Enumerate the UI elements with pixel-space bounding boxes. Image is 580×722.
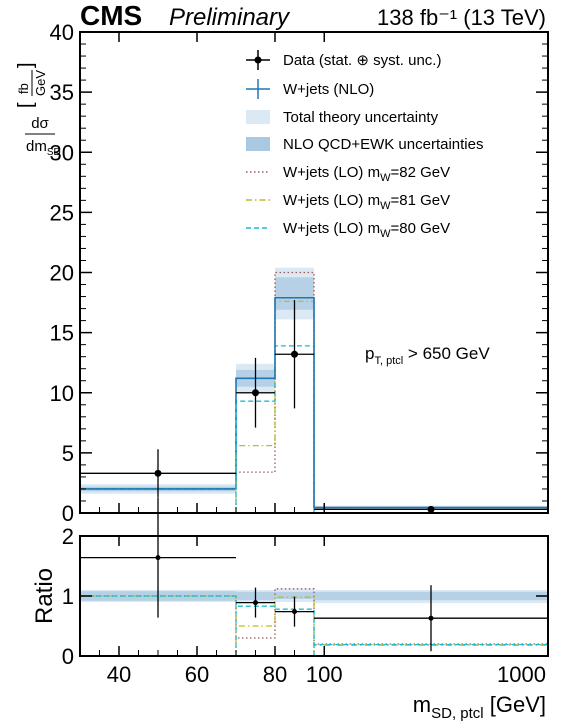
- main-ytick-label-5: 5: [62, 441, 74, 466]
- legend-label-lo82: W+jets (LO) mW=82 GeV: [283, 164, 450, 184]
- y-axis-unit: [ fb GeV ]: [15, 62, 48, 108]
- legend-label-lo80: W+jets (LO) mW=80 GeV: [283, 220, 450, 240]
- main-ytick-label-20: 20: [50, 261, 74, 286]
- legend-label-nlo: W+jets (NLO): [283, 81, 374, 98]
- main-nlo-line: [80, 296, 548, 509]
- main-data-point-3: [427, 505, 435, 513]
- main-ytick-label-25: 25: [50, 200, 74, 225]
- legend-item-total: Total theory uncertainty: [246, 109, 439, 126]
- ratio-nlo_unc-band-2: [275, 591, 314, 599]
- xtick-label-1000: 1000: [497, 662, 546, 687]
- ratio-ytick-label-0: 0: [62, 644, 74, 669]
- main-data-point-2: [291, 350, 298, 358]
- legend-label-nlo-unc: NLO QCD+EWK uncertainties: [283, 136, 484, 153]
- y-axis-title: dσ dmSD: [25, 115, 61, 158]
- ylabel-denominator: dmSD: [26, 138, 61, 158]
- ratio-label: Ratio: [31, 568, 58, 624]
- x-axis-title: mSD, ptcl [GeV]: [413, 692, 546, 722]
- main-data-points: [80, 300, 548, 513]
- ratio-data-point-3: [428, 615, 434, 621]
- xtick-label-40: 40: [107, 662, 131, 687]
- ratio-data-points: [80, 497, 548, 652]
- xtick-label-100: 100: [306, 662, 343, 687]
- main-ytick-label-10: 10: [50, 381, 74, 406]
- legend-item-lo81: W+jets (LO) mW=81 GeV: [246, 192, 450, 212]
- xtick-label-80: 80: [263, 662, 287, 687]
- ylabel-numerator: dσ: [31, 115, 49, 132]
- legend-label-total: Total theory uncertainty: [283, 109, 439, 126]
- svg-text:]: ]: [15, 62, 37, 68]
- main-ytick-label-0: 0: [62, 501, 74, 526]
- svg-text:[: [: [15, 102, 37, 108]
- main-ytick-label-35: 35: [50, 80, 74, 105]
- main-ytick-label-30: 30: [50, 140, 74, 165]
- xtick-label-60: 60: [185, 662, 209, 687]
- main-data-point-1: [252, 389, 259, 397]
- legend-item-nlo-unc: NLO QCD+EWK uncertainties: [246, 136, 484, 153]
- legend-item-lo80: W+jets (LO) mW=80 GeV: [246, 220, 450, 240]
- ratio-ytick-label-1: 1: [62, 584, 74, 609]
- main-ytick-label-15: 15: [50, 321, 74, 346]
- ylabel-unit-top: fb: [16, 83, 31, 94]
- axis-ticks: 0 5 10 15 20 25 30 35 40 0 1 2 40 60 80 100 1000: [50, 20, 549, 687]
- ratio-ytick-label-2: 2: [62, 524, 74, 549]
- ratio-data-point-1: [253, 600, 258, 606]
- legend-item-data: Data (stat. ⊕ syst. unc.): [246, 50, 441, 70]
- legend-item-lo82: W+jets (LO) mW=82 GeV: [246, 164, 450, 184]
- legend-label-lo81: W+jets (LO) mW=81 GeV: [283, 192, 450, 212]
- legend-label-data: Data (stat. ⊕ syst. unc.): [283, 52, 441, 69]
- preliminary-label: Preliminary: [169, 4, 291, 31]
- ratio-data-point-0: [155, 555, 161, 561]
- cms-label: CMS: [80, 0, 142, 31]
- main-ytick-label-40: 40: [50, 20, 74, 45]
- lumi-label: 138 fb⁻¹ (13 TeV): [377, 5, 546, 30]
- legend: Data (stat. ⊕ syst. unc.) W+jets (NLO) T…: [246, 50, 484, 240]
- main-data-point-0: [154, 469, 162, 477]
- ylabel-unit-bottom: GeV: [33, 70, 48, 96]
- main-lines: [80, 271, 548, 513]
- ratio-data-point-2: [292, 609, 297, 615]
- cut-annotation: pT, ptcl > 650 GeV: [365, 344, 490, 367]
- ratio-lo80-line: [80, 595, 548, 646]
- legend-item-nlo: W+jets (NLO): [246, 79, 374, 99]
